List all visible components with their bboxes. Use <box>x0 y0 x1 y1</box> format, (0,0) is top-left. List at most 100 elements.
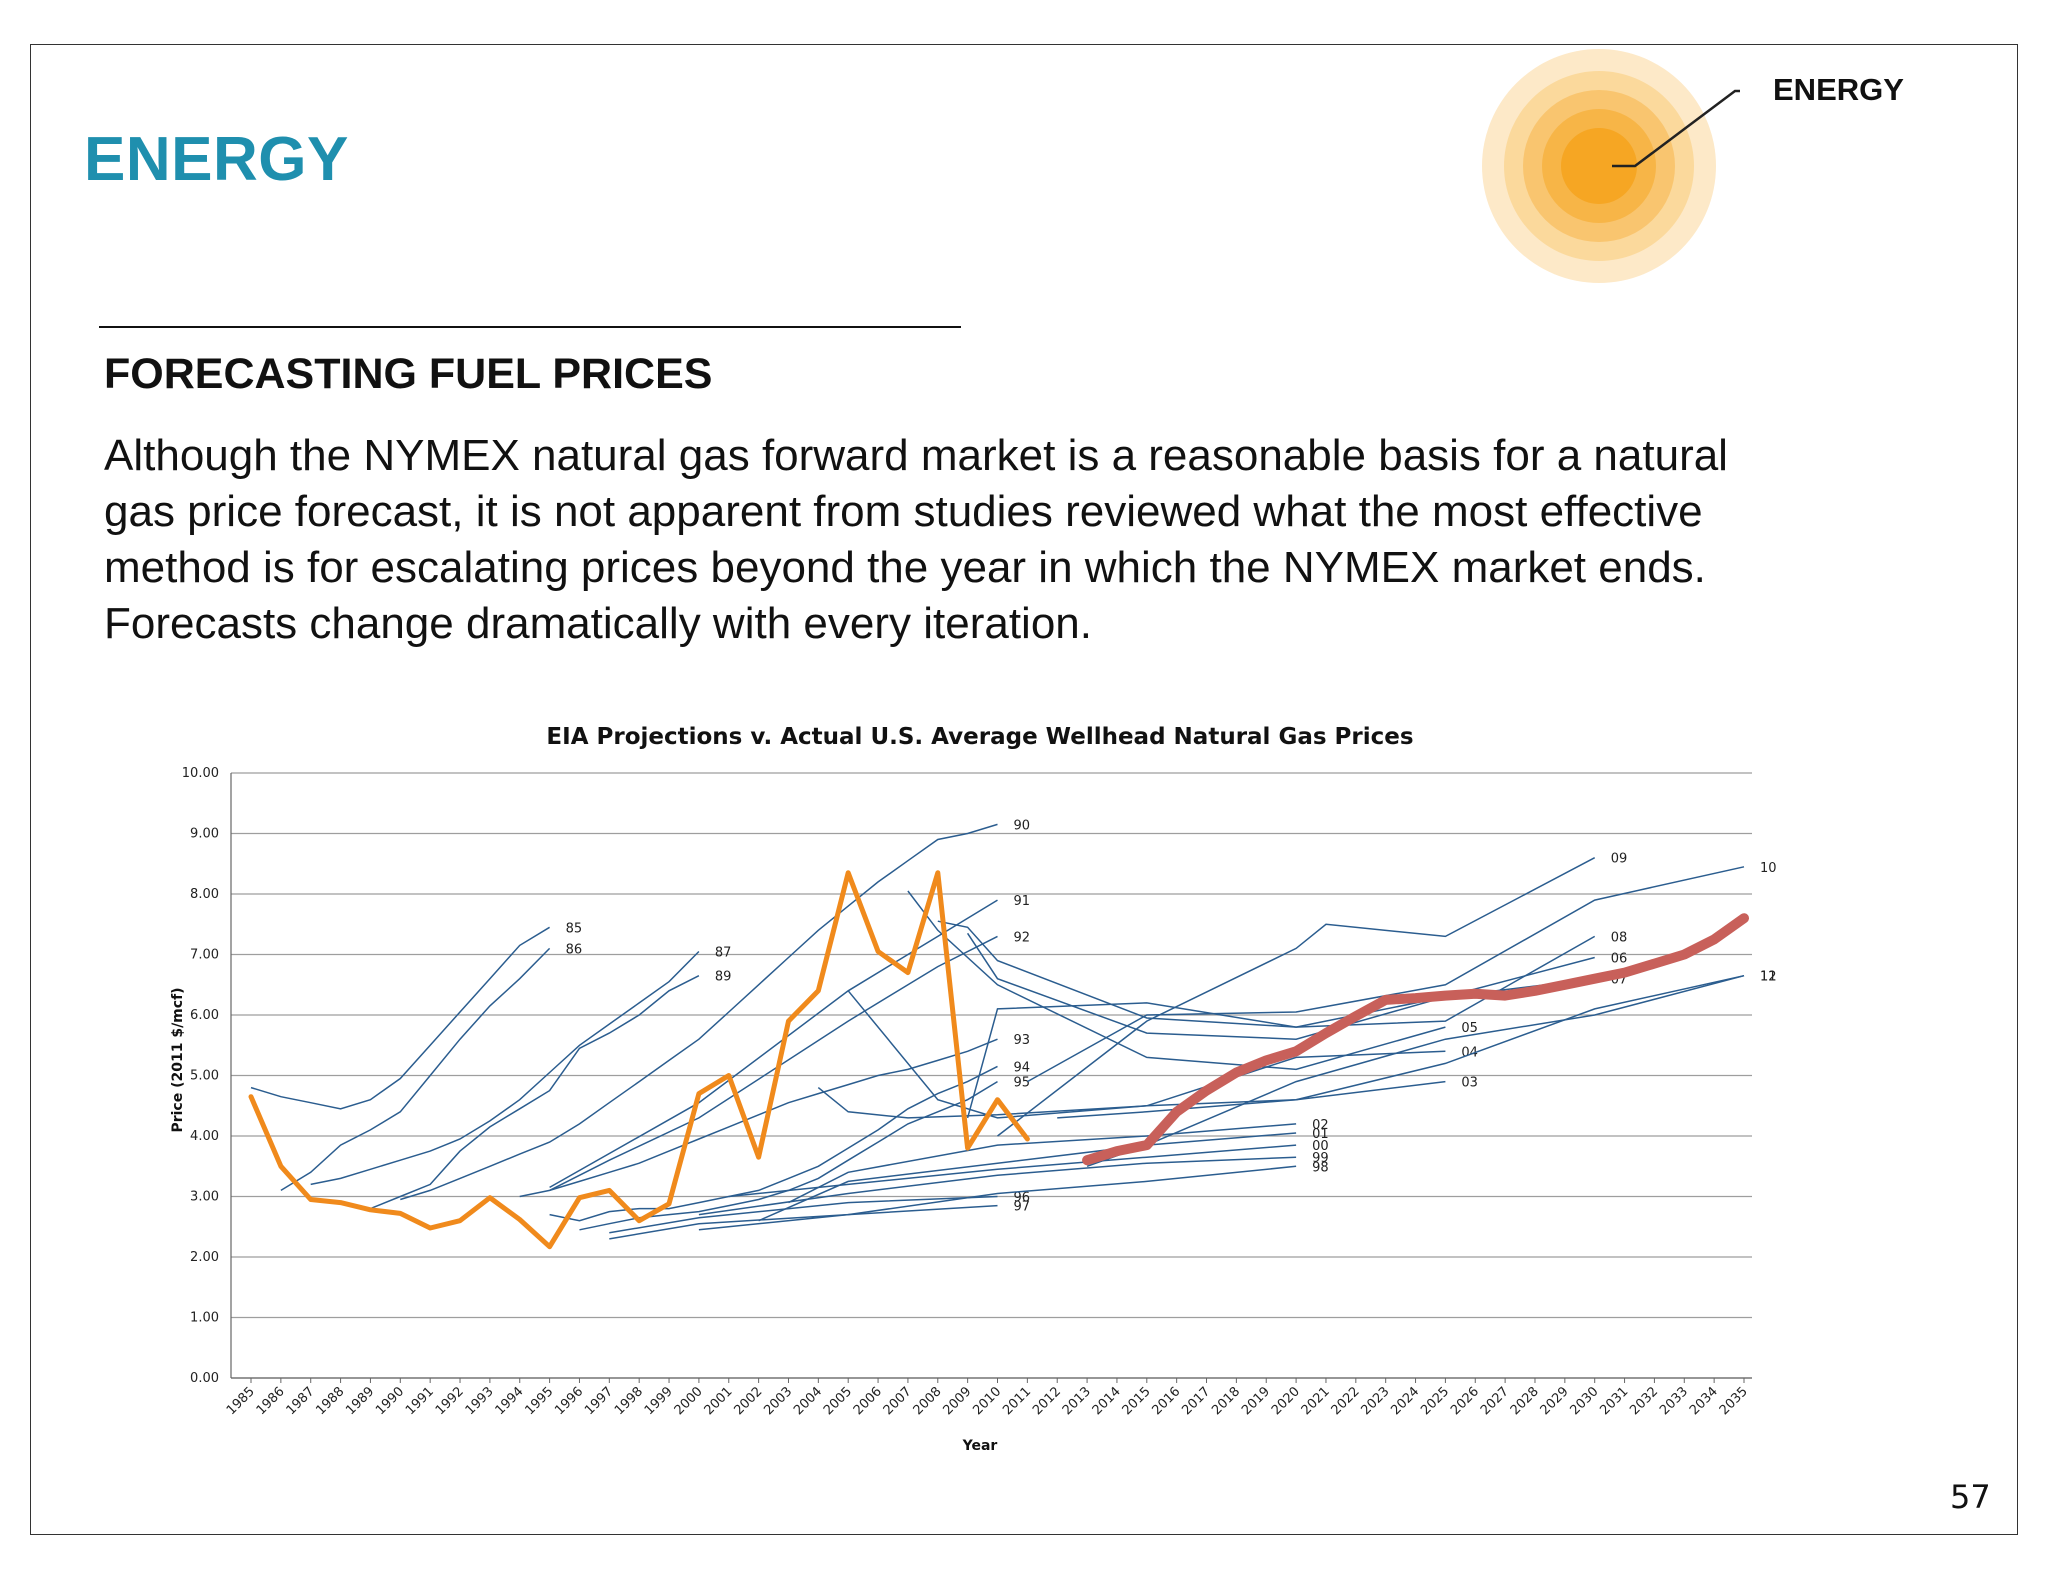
y-tick-label: 3.00 <box>190 1190 219 1205</box>
x-tick-label: 2012 <box>1030 1384 1064 1418</box>
projection-label: 96 <box>1014 1191 1031 1206</box>
x-tick-label: 2021 <box>1299 1384 1333 1418</box>
x-tick-label: 2035 <box>1717 1384 1751 1418</box>
x-tick-label: 2031 <box>1597 1384 1631 1418</box>
sun-icon <box>1482 49 1740 283</box>
section-label: ENERGY <box>84 125 349 194</box>
x-axis-title: Year <box>962 1438 998 1454</box>
x-tick-label: 1997 <box>582 1384 616 1418</box>
projection-label: 05 <box>1461 1021 1478 1036</box>
projection-line-93 <box>519 1038 998 1198</box>
projection-line-06 <box>937 920 1595 1028</box>
projection-line-99 <box>698 1156 1297 1216</box>
actual-price-line <box>248 870 1030 1250</box>
x-tick-label: 2010 <box>970 1384 1004 1418</box>
projection-line-04 <box>847 990 1446 1119</box>
projection-label: 09 <box>1611 852 1628 867</box>
x-tick-label: 1991 <box>403 1384 437 1418</box>
projection-line-05 <box>907 890 1446 1071</box>
x-tick-label: 2003 <box>761 1384 795 1418</box>
y-tick-label: 1.00 <box>190 1311 219 1326</box>
projection-label: 00 <box>1312 1139 1329 1154</box>
y-tick-label: 9.00 <box>190 827 219 842</box>
projection-label: 11 <box>1760 970 1777 985</box>
projection-line-00 <box>728 1144 1297 1198</box>
y-tick-label: 4.00 <box>190 1129 219 1144</box>
projection-label: 93 <box>1014 1033 1031 1048</box>
projection-label: 12 <box>1760 970 1777 985</box>
x-tick-label: 1999 <box>642 1384 676 1418</box>
x-tick-label: 2028 <box>1508 1384 1542 1418</box>
x-tick-label: 2020 <box>1269 1384 1303 1418</box>
sun-core <box>1561 128 1637 204</box>
x-tick-label: 2014 <box>1090 1384 1124 1418</box>
page-number: 57 <box>1950 1478 1991 1516</box>
badge-label: ENERGY <box>1773 72 1904 107</box>
y-tick-label: 7.00 <box>190 948 219 963</box>
projection-line-09 <box>997 857 1596 1137</box>
projection-line-02 <box>788 1123 1297 1204</box>
heading-rule <box>99 326 961 328</box>
x-tick-label: 2002 <box>731 1384 765 1418</box>
projection-label: 92 <box>1014 930 1031 945</box>
projection-label: 91 <box>1014 894 1031 909</box>
badge-leader-line <box>1612 89 1740 168</box>
x-tick-label: 2007 <box>881 1384 915 1418</box>
x-tick-label: 2015 <box>1120 1384 1154 1418</box>
projection-line-89 <box>370 975 700 1210</box>
x-tick-label: 2005 <box>821 1384 855 1418</box>
projection-label: 06 <box>1611 952 1628 967</box>
x-tick-label: 2023 <box>1359 1384 1393 1418</box>
x-tick-label: 2008 <box>911 1384 945 1418</box>
x-tick-label: 1987 <box>284 1384 318 1418</box>
projection-label: 85 <box>566 921 583 936</box>
forecast-2012-line <box>1082 913 1749 1166</box>
x-tick-label: 1992 <box>433 1384 467 1418</box>
projection-label: 02 <box>1312 1118 1329 1133</box>
page-heading: FORECASTING FUEL PRICES <box>104 350 713 398</box>
projection-line-11 <box>1057 974 1745 1119</box>
x-tick-label: 2030 <box>1568 1384 1602 1418</box>
body-line: method is for escalating prices beyond t… <box>104 543 1706 592</box>
slide-frame <box>30 44 2018 1535</box>
x-tick-label: 1990 <box>373 1384 407 1418</box>
projection-line-87 <box>310 950 700 1186</box>
x-tick-label: 2004 <box>791 1384 825 1418</box>
projection-label: 08 <box>1611 930 1628 945</box>
x-tick-label: 1986 <box>254 1384 288 1418</box>
x-tick-label: 2026 <box>1448 1384 1482 1418</box>
projection-line-01 <box>758 1132 1297 1222</box>
projection-label: 01 <box>1312 1127 1329 1142</box>
projection-line-07 <box>966 932 1595 1040</box>
projection-line-98 <box>698 1165 1297 1231</box>
x-tick-label: 2013 <box>1060 1384 1094 1418</box>
body-line: gas price forecast, it is not apparent f… <box>104 487 1703 536</box>
x-tick-label: 2006 <box>851 1384 885 1418</box>
projection-label: 89 <box>715 970 732 985</box>
projection-label: 10 <box>1760 861 1777 876</box>
x-tick-label: 1985 <box>224 1384 258 1418</box>
x-tick-label: 2024 <box>1388 1384 1422 1418</box>
projection-label: 86 <box>566 942 583 957</box>
x-tick-label: 2022 <box>1329 1384 1363 1418</box>
projection-label: 95 <box>1014 1076 1031 1091</box>
projection-line-08 <box>966 935 1596 1119</box>
x-tick-label: 2027 <box>1478 1384 1512 1418</box>
x-tick-label: 1993 <box>463 1384 497 1418</box>
y-tick-label: 8.00 <box>190 887 219 902</box>
projection-label: 87 <box>715 945 732 960</box>
projection-line-91 <box>549 899 998 1189</box>
projection-label: 99 <box>1312 1151 1329 1166</box>
projection-line-96 <box>609 1195 998 1234</box>
x-tick-label: 2016 <box>1149 1384 1183 1418</box>
x-tick-label: 2019 <box>1239 1384 1273 1418</box>
x-tick-label: 2033 <box>1657 1384 1691 1418</box>
x-tick-label: 2017 <box>1179 1384 1213 1418</box>
x-tick-label: 2034 <box>1687 1384 1721 1418</box>
projection-label: 98 <box>1312 1160 1329 1175</box>
x-tick-label: 1994 <box>493 1384 527 1418</box>
projection-line-85 <box>250 926 550 1110</box>
projection-line-86 <box>280 947 551 1192</box>
x-tick-label: 2011 <box>1000 1384 1034 1418</box>
chart-title: EIA Projections v. Actual U.S. Average W… <box>546 724 1413 750</box>
